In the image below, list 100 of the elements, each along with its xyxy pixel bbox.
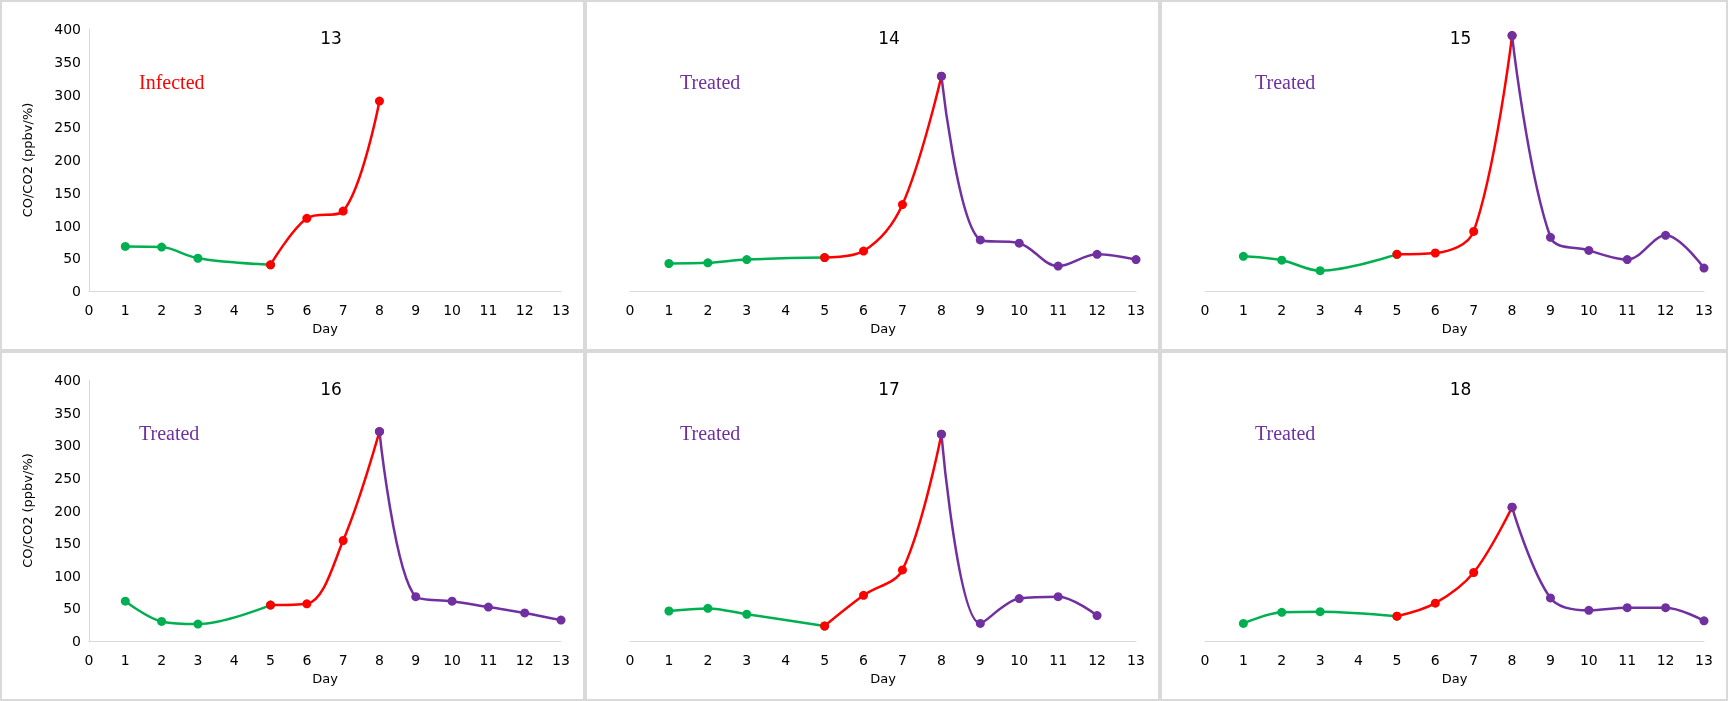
y-tick-label: 400 — [54, 372, 81, 388]
x-tick-label: 13 — [1695, 302, 1713, 318]
x-tick-label: 2 — [1277, 652, 1287, 668]
x-tick-label: 4 — [229, 302, 239, 318]
x-tick-label: 8 — [936, 302, 946, 318]
y-tick-label: 250 — [54, 469, 81, 486]
annotation: Infected — [139, 71, 205, 93]
y-tick-label: 0 — [72, 283, 81, 299]
x-axis-title: Day — [1441, 670, 1468, 686]
x-tick-label: 9 — [1546, 652, 1555, 668]
x-tick-label: 4 — [781, 652, 791, 668]
x-tick-label: 13 — [552, 302, 570, 318]
x-tick-label: 6 — [1430, 302, 1440, 318]
annotation: Treated — [139, 422, 200, 444]
y-tick-label: 0 — [72, 633, 81, 649]
chart-title: 17 — [878, 378, 900, 399]
x-tick-label: 8 — [1507, 302, 1517, 318]
x-tick-label: 12 — [1656, 652, 1675, 668]
y-tick-label: 400 — [54, 21, 81, 37]
y-tick-label: 100 — [54, 217, 81, 234]
chart-title: 15 — [1449, 27, 1472, 48]
x-axis-title: Day — [312, 320, 339, 336]
x-tick-label: 10 — [1579, 302, 1598, 318]
annotation: Treated — [1255, 422, 1316, 444]
x-tick-label: 1 — [120, 302, 130, 318]
x-tick-label: 10 — [1010, 302, 1029, 318]
x-tick-label: 12 — [1088, 652, 1106, 668]
x-tick-label: 0 — [84, 302, 94, 318]
x-tick-label: 11 — [479, 652, 498, 668]
x-tick-label: 11 — [1049, 652, 1068, 668]
x-tick-label: 6 — [859, 652, 869, 668]
x-tick-label: 5 — [820, 652, 830, 668]
y-tick-label: 300 — [54, 86, 81, 103]
x-tick-label: 7 — [1469, 652, 1479, 668]
x-tick-label: 9 — [1546, 302, 1555, 318]
x-tick-label: 6 — [302, 652, 312, 668]
x-tick-label: 7 — [1469, 302, 1479, 318]
x-tick-label: 5 — [1392, 302, 1402, 318]
x-tick-label: 12 — [515, 652, 534, 668]
x-tick-label: 5 — [266, 652, 275, 668]
x-tick-label: 5 — [820, 302, 830, 318]
x-tick-label: 0 — [84, 652, 94, 668]
x-tick-label: 6 — [302, 302, 312, 318]
x-tick-label: 8 — [936, 652, 946, 668]
y-tick-label: 50 — [63, 250, 81, 267]
x-axis-title: Day — [1441, 320, 1468, 336]
y-tick-label: 300 — [54, 437, 81, 454]
x-tick-label: 0 — [625, 302, 635, 318]
x-tick-label: 12 — [1656, 302, 1675, 318]
x-tick-label: 9 — [411, 652, 421, 668]
x-tick-label: 6 — [1430, 652, 1440, 668]
y-axis-title: CO/CO2 (ppbv/%) — [20, 102, 35, 218]
x-tick-label: 11 — [1618, 652, 1637, 668]
x-tick-label: 11 — [479, 302, 498, 318]
x-tick-label: 11 — [1618, 302, 1637, 318]
x-tick-label: 13 — [1127, 652, 1145, 668]
y-tick-label: 150 — [54, 535, 81, 552]
y-axis-title: CO/CO2 (ppbv/%) — [20, 453, 35, 568]
x-tick-label: 3 — [742, 302, 752, 318]
x-tick-label: 11 — [1049, 302, 1068, 318]
x-tick-label: 5 — [266, 302, 275, 318]
x-tick-label: 13 — [1695, 652, 1713, 668]
chart-title: 14 — [878, 27, 900, 48]
x-tick-label: 12 — [515, 302, 534, 318]
x-tick-label: 1 — [664, 302, 674, 318]
x-tick-label: 0 — [1200, 652, 1210, 668]
chart-title: 18 — [1449, 378, 1472, 399]
annotation: Treated — [1255, 71, 1316, 93]
y-tick-label: 200 — [54, 152, 81, 168]
x-tick-label: 10 — [1579, 652, 1598, 668]
x-tick-label: 1 — [1238, 652, 1248, 668]
x-tick-label: 12 — [1088, 302, 1106, 318]
x-tick-label: 10 — [443, 652, 461, 668]
x-tick-label: 8 — [375, 302, 384, 318]
x-tick-label: 9 — [975, 652, 985, 668]
x-tick-label: 10 — [1010, 652, 1029, 668]
x-tick-label: 3 — [742, 652, 752, 668]
x-tick-label: 13 — [552, 652, 570, 668]
x-tick-label: 3 — [193, 652, 203, 668]
y-tick-label: 350 — [54, 404, 81, 421]
y-tick-label: 250 — [54, 119, 81, 136]
x-tick-label: 2 — [157, 302, 167, 318]
chart-title: 16 — [320, 378, 342, 399]
y-tick-label: 200 — [54, 502, 81, 519]
annotation: Treated — [680, 71, 741, 93]
x-tick-label: 2 — [157, 652, 167, 668]
x-tick-label: 6 — [859, 302, 869, 318]
x-tick-label: 1 — [120, 652, 130, 668]
x-tick-label: 13 — [1127, 302, 1145, 318]
x-tick-label: 1 — [1238, 302, 1248, 318]
x-tick-label: 3 — [1315, 652, 1325, 668]
x-tick-label: 4 — [781, 302, 791, 318]
x-tick-label: 3 — [1315, 302, 1325, 318]
y-tick-label: 50 — [63, 600, 81, 617]
x-tick-label: 2 — [1277, 302, 1287, 318]
y-tick-label: 350 — [54, 53, 81, 70]
x-tick-label: 0 — [1200, 302, 1210, 318]
x-tick-label: 7 — [338, 652, 348, 668]
x-tick-label: 4 — [1354, 652, 1364, 668]
y-tick-label: 150 — [54, 184, 81, 201]
